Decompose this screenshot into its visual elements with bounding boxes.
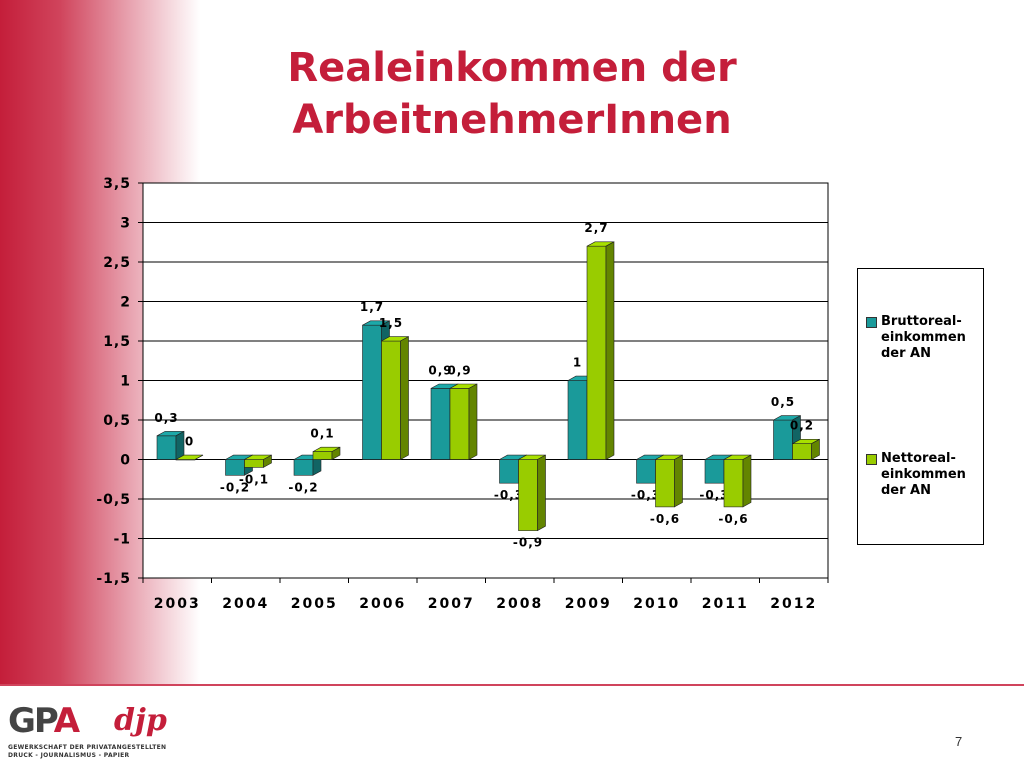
gpa-djp-logo: GPA djp GEWERKSCHAFT DER PRIVATANGESTELL… <box>8 702 198 760</box>
legend-swatch-brutto <box>866 317 877 328</box>
data-label: -0,1 <box>239 472 269 486</box>
bar-netto <box>792 443 812 460</box>
bar-brutto <box>293 459 314 476</box>
y-tick-label: 3,5 <box>103 176 131 192</box>
bar-side-face <box>742 454 752 508</box>
gpa-logo-a: A <box>53 701 80 741</box>
data-label: -0,3 <box>699 488 729 502</box>
bar-side-face <box>263 454 272 468</box>
slide-title-line1: Realeinkommen der <box>287 45 737 91</box>
legend-label-brutto-line2: einkommen <box>881 330 966 345</box>
x-tick-label: 2004 <box>222 596 269 612</box>
bar-side-face <box>537 454 546 532</box>
bar-netto <box>381 340 401 460</box>
bar-netto <box>449 388 470 460</box>
y-tick-label: 0 <box>120 453 131 469</box>
data-label: 0,9 <box>447 363 471 377</box>
legend-label-netto: Nettoreal- einkommen der AN <box>881 451 981 499</box>
bar-brutto <box>567 380 588 460</box>
bar-chart: 3,5 3 2,5 2 1,5 1 0,5 0 -0,5 -1 -1,5 2003 2004 2005 20… <box>96 176 829 612</box>
y-tick-label: -1 <box>113 532 131 548</box>
data-label: -0,3 <box>631 488 661 502</box>
legend-label-brutto-line1: Bruttoreal- <box>881 314 962 329</box>
y-tick-label: 2 <box>120 295 131 311</box>
data-label: 2,7 <box>584 221 608 235</box>
data-label: 0,1 <box>310 427 334 441</box>
data-label: -0,6 <box>718 512 748 526</box>
legend-label-brutto: Bruttoreal- einkommen der AN <box>881 314 981 362</box>
bar-brutto <box>499 459 519 484</box>
legend-item-brutto: Bruttoreal- einkommen der AN <box>866 314 981 362</box>
data-label: -0,2 <box>220 480 250 494</box>
data-label: 1,7 <box>360 300 384 314</box>
y-tick-label: 0,5 <box>103 413 131 429</box>
data-label: -0,2 <box>288 480 318 494</box>
x-tick-label: 2003 <box>154 596 201 612</box>
bar-side-face <box>674 454 683 508</box>
bar-side-face <box>331 446 341 461</box>
y-tick-label: -0,5 <box>96 492 131 508</box>
data-label: -0,9 <box>513 536 543 550</box>
bar-netto <box>518 459 538 531</box>
x-tick-label: 2006 <box>359 596 406 612</box>
bar-netto <box>244 459 264 468</box>
djp-logo: djp <box>114 703 167 738</box>
x-tick-label: 2005 <box>291 596 338 612</box>
legend-swatch-netto <box>866 454 877 465</box>
data-label: 0 <box>185 435 194 449</box>
x-tick-label: 2008 <box>496 596 543 612</box>
bar-side-face <box>175 430 185 461</box>
legend-label-netto-line3: der AN <box>881 483 932 498</box>
bar-brutto <box>704 459 725 484</box>
y-tick-label: 2,5 <box>103 255 131 271</box>
bar-side-face <box>811 438 820 461</box>
y-tick-label: 1,5 <box>103 334 131 350</box>
y-tick-label: 1 <box>120 374 131 390</box>
bar-side-face <box>194 454 204 460</box>
bar-brutto <box>156 435 177 460</box>
logo-tagline-1: GEWERKSCHAFT DER PRIVATANGESTELLTEN <box>8 744 167 751</box>
x-tick-label: 2010 <box>633 596 680 612</box>
x-tick-label: 2007 <box>428 596 475 612</box>
gpa-logo: GPA <box>8 701 80 741</box>
legend-label-netto-line1: Nettoreal- <box>881 451 956 466</box>
logo-tagline-2: DRUCK - JOURNALISMUS - PAPIER <box>8 752 130 759</box>
x-tick-label: 2009 <box>565 596 612 612</box>
data-label: 0,9 <box>428 363 452 377</box>
chart-legend: Bruttoreal- einkommen der AN Nettoreal- … <box>857 268 984 545</box>
bar-side-face <box>400 336 409 461</box>
data-label: -0,6 <box>650 512 680 526</box>
bar-brutto <box>430 388 451 460</box>
bar-side-face <box>468 383 478 461</box>
bar-brutto <box>636 459 656 484</box>
data-label: 0,5 <box>771 395 795 409</box>
page-number: 7 <box>955 734 963 749</box>
x-tick-label: 2012 <box>770 596 817 612</box>
bar-netto <box>312 451 333 460</box>
data-label: -0,3 <box>494 488 524 502</box>
legend-label-brutto-line3: der AN <box>881 346 932 361</box>
gpa-logo-gp: GP <box>8 701 56 741</box>
bar-netto <box>655 459 675 508</box>
bar-brutto <box>362 324 382 460</box>
footer-divider <box>0 684 1024 686</box>
bar-netto <box>723 459 744 508</box>
bar-netto <box>586 245 607 460</box>
data-label: 0,3 <box>154 411 178 425</box>
legend-item-netto: Nettoreal- einkommen der AN <box>866 451 981 499</box>
y-tick-label: -1,5 <box>96 571 131 587</box>
x-tick-label: 2011 <box>702 596 749 612</box>
data-label: 1 <box>573 356 582 370</box>
legend-label-netto-line2: einkommen <box>881 467 966 482</box>
data-label: 1,5 <box>379 316 403 330</box>
data-label: 0,2 <box>790 419 814 433</box>
y-tick-label: 3 <box>120 216 131 232</box>
bar-side-face <box>605 241 615 461</box>
slide-title-line2: ArbeitnehmerInnen <box>292 97 732 143</box>
slide-title: Realeinkommen der ArbeitnehmerInnen <box>150 42 874 146</box>
